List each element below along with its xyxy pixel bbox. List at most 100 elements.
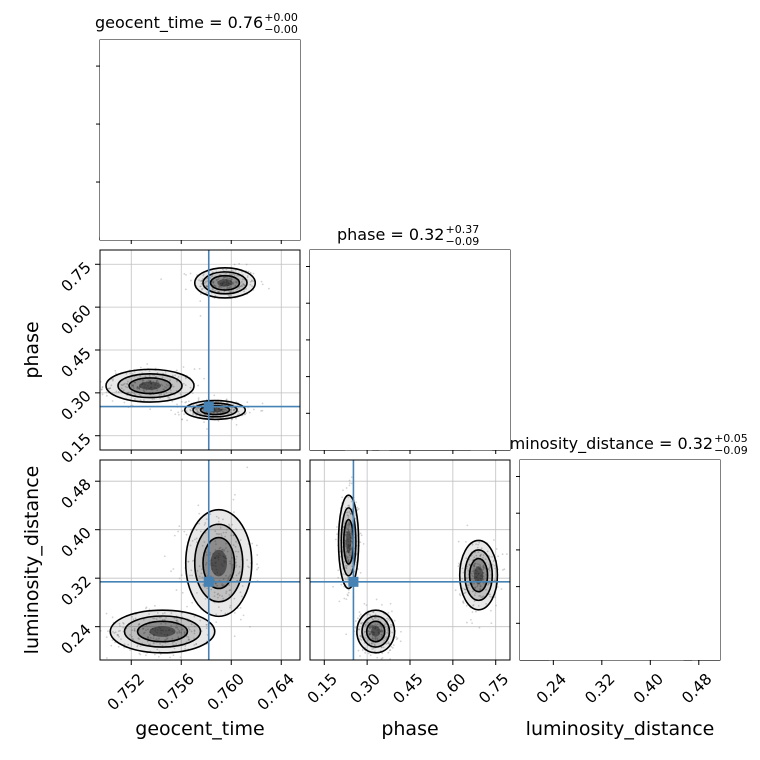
sample-point [226,528,228,531]
sample-point [143,386,146,389]
sample-point [359,571,362,574]
sample-point [142,389,145,392]
sample-point [400,630,402,633]
sample-point [216,593,219,596]
sample-point [349,548,351,551]
sample-point [170,612,173,615]
sample-point [368,633,371,636]
sample-point [203,421,205,424]
sample-point [370,624,372,626]
sample-point [217,596,219,599]
sample-point [235,540,237,543]
sample-point [91,384,93,386]
sample-point [249,283,252,286]
sample-point [473,567,476,570]
sample-point [374,627,377,630]
sample-point [478,567,481,570]
sample-point [191,539,194,542]
sample-point [339,555,342,558]
sample-point [371,618,374,621]
sample-point [478,595,480,597]
sample-point [335,526,338,528]
sample-point [148,613,150,615]
sample-point [176,632,179,635]
sample-point [195,408,197,410]
sample-point [369,632,372,635]
sample-point [346,593,349,596]
sample-point [126,383,129,386]
sample-point [193,637,196,640]
sample-point [387,642,389,645]
sample-point [471,611,474,613]
contour-2 [365,620,386,643]
sample-point [240,284,243,287]
sample-point [380,633,383,636]
sample-point [229,273,231,276]
sample-point [173,647,176,650]
sample-point [477,572,480,575]
sample-point [131,384,134,387]
sample-point [216,412,218,414]
x-axis-label-luminosity_distance: luminosity_distance [526,718,715,740]
panel-bg [520,460,720,660]
sample-point [142,388,145,391]
sample-point [199,280,202,283]
sample-point [467,569,470,572]
sample-point [165,616,167,619]
sample-point [163,619,165,621]
sample-point [222,597,225,600]
sample-point [184,645,187,647]
sample-point [372,611,375,613]
sample-point [465,577,468,580]
sample-point [169,389,172,391]
sample-point [364,624,367,626]
sample-point [136,645,139,648]
sample-point [131,615,133,618]
sample-point [368,625,371,628]
sample-point [475,569,478,572]
sample-point [101,386,104,389]
sample-point [386,631,388,634]
sample-point [160,383,163,386]
sample-point [133,629,136,632]
sample-point [212,411,215,413]
sample-point [478,626,481,629]
sample-point [347,551,350,553]
sample-point [154,627,157,630]
sample-point [161,618,164,621]
x-tick-label: 0.15 [304,670,341,707]
sample-point [214,294,217,297]
sample-point [473,565,476,568]
sample-point [149,631,152,634]
sample-point [193,615,196,618]
sample-point [134,381,137,384]
sample-point [217,592,220,595]
sample-point [141,383,144,386]
sample-point [345,550,348,553]
sample-point [256,563,258,566]
sample-point [252,280,255,283]
sample-point [217,556,220,559]
sample-point [346,549,349,552]
sample-point [109,387,112,390]
sample-point [382,646,385,649]
y-axis-label-luminosity_distance: luminosity_distance [21,466,43,655]
sample-point [463,592,466,595]
sample-point [197,411,200,413]
sample-point [117,391,120,393]
sample-point [122,621,124,624]
sample-point [203,523,206,526]
sample-point [363,602,366,605]
sample-point [373,616,376,619]
sample-point [458,562,460,565]
sample-point [155,618,158,621]
sample-point [239,606,242,609]
sample-point [482,595,485,598]
sample-point [337,569,340,572]
sample-point [147,635,150,638]
sample-point [193,629,196,632]
sample-point [376,629,379,632]
sample-point [238,571,241,574]
density-fill [469,558,488,592]
sample-point [164,619,166,621]
